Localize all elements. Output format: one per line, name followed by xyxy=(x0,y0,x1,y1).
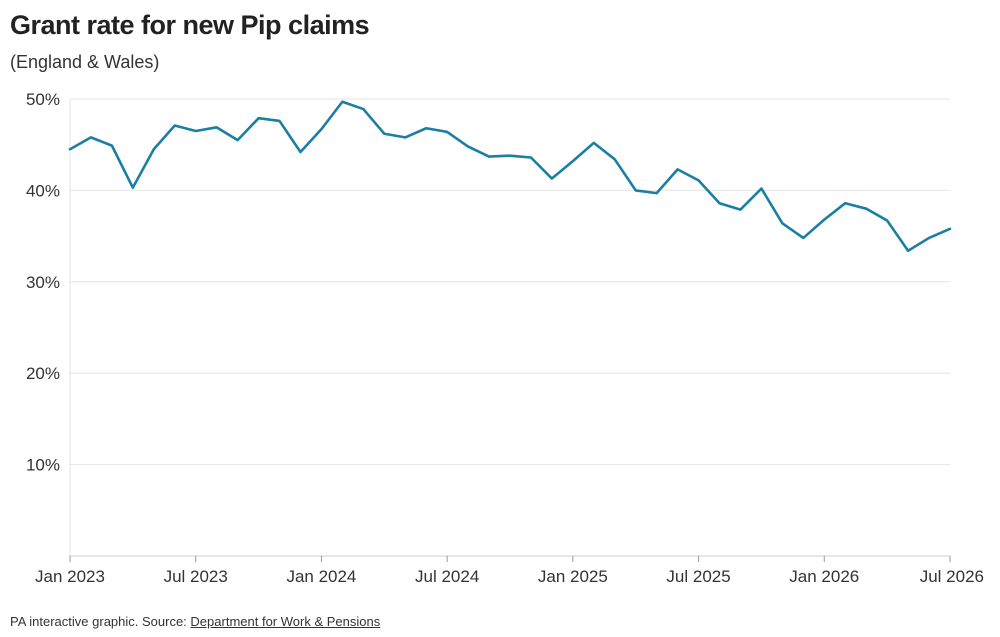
y-tick-label: 40% xyxy=(26,181,60,200)
y-tick-label: 30% xyxy=(26,273,60,292)
x-tick-label: Jan 2024 xyxy=(286,567,356,586)
footer: PA interactive graphic. Source: Departme… xyxy=(10,614,380,629)
x-axis-ticks: Jan 2023 Jul 2023 Jan 2024 Jul 2024 Jan 2025… xyxy=(35,556,984,586)
line-chart: 10% 20% 30% 40% 50% Jan 2023 Jul 2023 Jan 2024… xyxy=(26,90,984,586)
chart-title: Grant rate for new Pip claims xyxy=(10,10,370,40)
chart-subtitle: (England & Wales) xyxy=(10,52,160,72)
footer-prefix: PA interactive graphic. Source: xyxy=(10,614,191,629)
x-tick-label: Jan 2026 xyxy=(789,567,859,586)
gridlines xyxy=(69,98,950,556)
y-tick-label: 20% xyxy=(26,364,60,383)
x-tick-label: Jan 2025 xyxy=(538,567,608,586)
source-link[interactable]: Department for Work & Pensions xyxy=(190,614,381,629)
series-line-grant-rate xyxy=(68,100,952,253)
y-tick-label: 50% xyxy=(26,90,60,109)
x-tick-label: Jul 2026 xyxy=(920,567,984,586)
y-axis-ticks: 10% 20% 30% 40% 50% xyxy=(26,90,60,475)
x-tick-label: Jul 2025 xyxy=(666,567,730,586)
x-tick-label: Jan 2023 xyxy=(35,567,105,586)
x-tick-label: Jul 2023 xyxy=(164,567,228,586)
x-tick-label: Jul 2024 xyxy=(415,567,479,586)
y-tick-label: 10% xyxy=(26,456,60,475)
